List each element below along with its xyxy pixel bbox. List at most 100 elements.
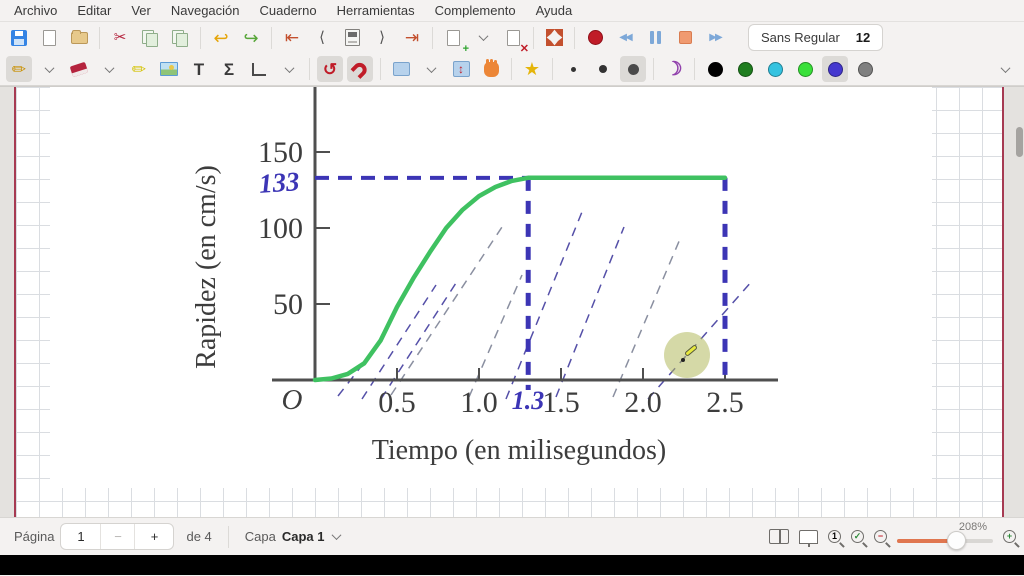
color-swatch-button-1[interactable] — [732, 56, 758, 82]
presentation-mode-button[interactable] — [799, 529, 818, 544]
paste-button[interactable] — [167, 25, 193, 51]
star-pen-icon: ★ — [523, 59, 541, 79]
menu-item-archivo[interactable]: Archivo — [14, 3, 58, 18]
next-page-button[interactable]: ⟩ — [369, 25, 395, 51]
statusbar-separator — [227, 525, 229, 548]
new-document-button[interactable] — [36, 25, 62, 51]
insert-image-button[interactable] — [156, 56, 182, 82]
zoom-original-button[interactable]: 1 — [828, 530, 841, 543]
text-tool-button[interactable]: T — [186, 56, 212, 82]
pause-button[interactable] — [642, 25, 668, 51]
font-name: Sans Regular — [761, 30, 840, 45]
snapping-button[interactable] — [347, 56, 373, 82]
add-page-button[interactable]: + — [440, 25, 469, 54]
first-page-icon: ⇤ — [284, 28, 300, 47]
forward-button[interactable]: ▶▶ — [702, 25, 728, 51]
menu-item-ver[interactable]: Ver — [131, 3, 151, 18]
dual-page-view-button[interactable] — [769, 529, 789, 544]
thickness-thick-button[interactable] — [620, 56, 646, 82]
delete-page-button[interactable]: ✕ — [500, 25, 529, 54]
menu-item-navegación[interactable]: Navegación — [170, 3, 240, 18]
menu-item-herramientas[interactable]: Herramientas — [336, 3, 415, 18]
redo-button[interactable]: ↪ — [238, 25, 264, 51]
pen-tool-button[interactable]: ✏ — [6, 56, 32, 82]
menu-item-complemento[interactable]: Complemento — [434, 3, 516, 18]
hand-tool-button[interactable] — [478, 56, 504, 82]
zoom-slider-thumb[interactable] — [946, 530, 966, 550]
color-swatch-button-2[interactable] — [762, 56, 788, 82]
image-icon — [160, 62, 178, 76]
color-swatch-icon — [737, 61, 753, 77]
last-page-button[interactable]: ⇥ — [399, 25, 425, 51]
menu-item-editar[interactable]: Editar — [77, 3, 112, 18]
paste-icon — [172, 29, 188, 47]
toolbar-separator — [533, 26, 534, 49]
menu-item-ayuda[interactable]: Ayuda — [535, 3, 573, 18]
zoom-slider[interactable]: 208% — [897, 520, 993, 550]
shape-recognizer-icon: ↺ — [322, 59, 338, 79]
color-swatch-button-4[interactable] — [822, 56, 848, 82]
previous-page-button[interactable]: ⟨ — [309, 25, 335, 51]
shape-recognizer-button[interactable]: ↺ — [317, 56, 343, 82]
menu-item-cuaderno[interactable]: Cuaderno — [259, 3, 317, 18]
copy-icon — [142, 29, 158, 47]
layer-value[interactable]: Capa 1 — [281, 529, 325, 544]
zoom-out-button[interactable]: − — [874, 530, 887, 543]
page-decrement-button[interactable]: − — [101, 524, 136, 549]
color-chooser-button[interactable]: ☽ — [661, 56, 687, 82]
cut-icon: ✂ — [113, 29, 127, 46]
svg-text:100: 100 — [258, 212, 303, 245]
select-rectangle-button[interactable] — [388, 56, 414, 82]
page-preview-button[interactable] — [339, 25, 365, 51]
select-options-dropdown[interactable] — [418, 56, 444, 82]
highlighter-tool-button[interactable]: ✏ — [126, 56, 152, 82]
zoom-fit-button[interactable]: ✓ — [851, 530, 864, 543]
default-tool-button[interactable]: ★ — [519, 56, 545, 82]
pen-cursor-icon — [684, 344, 698, 357]
zoom-percent-label: 208% — [958, 520, 987, 533]
color-swatch-button-3[interactable] — [792, 56, 818, 82]
stop-button[interactable] — [672, 25, 698, 51]
vertical-space-button[interactable]: ↕ — [448, 56, 474, 82]
page-number-value[interactable]: 1 — [61, 524, 102, 549]
math-tex-button[interactable]: Σ — [216, 56, 242, 82]
page-increment-button[interactable]: + — [150, 529, 159, 544]
pause-icon — [649, 31, 661, 44]
notebook-page[interactable]: 0.5 1.0 1.5 2.0 2.5 50 100 150 O Tiempo (en milis… — [14, 87, 1004, 517]
open-button[interactable] — [66, 25, 92, 51]
toolbar-overflow-dropdown[interactable] — [992, 56, 1018, 82]
color-swatch-icon — [707, 61, 723, 77]
chevron-down-icon — [104, 62, 114, 73]
undo-button[interactable]: ↩ — [208, 25, 234, 51]
pen-options-dropdown[interactable] — [36, 56, 62, 82]
record-audio-button[interactable] — [582, 25, 608, 51]
color-swatch-button-5[interactable] — [852, 56, 878, 82]
record-icon — [587, 30, 603, 45]
eraser-tool-button[interactable] — [66, 56, 92, 82]
eraser-options-dropdown[interactable] — [96, 56, 122, 82]
toolbar-separator — [552, 58, 553, 80]
copy-button[interactable] — [137, 25, 163, 51]
cut-button[interactable]: ✂ — [107, 25, 133, 51]
rewind-icon: ◀◀ — [619, 31, 632, 43]
canvas[interactable]: 0.5 1.0 1.5 2.0 2.5 50 100 150 O Tiempo (en milis… — [0, 86, 1024, 517]
color-swatch-button-0[interactable] — [702, 56, 728, 82]
first-page-button[interactable]: ⇤ — [279, 25, 305, 51]
page-spinner[interactable]: 1 − + — [60, 523, 175, 550]
font-selector[interactable]: Sans Regular 12 — [748, 24, 884, 51]
draw-shape-button[interactable] — [246, 56, 272, 82]
svg-text:133: 133 — [258, 166, 300, 199]
hand-icon — [483, 58, 499, 77]
thickness-fine-button[interactable] — [560, 56, 586, 82]
layer-dropdown-chevron[interactable] — [331, 530, 341, 541]
svg-text:2.0: 2.0 — [624, 386, 662, 419]
fullscreen-button[interactable] — [541, 25, 567, 51]
save-button[interactable] — [6, 25, 32, 51]
thickness-medium-button[interactable] — [590, 56, 616, 82]
svg-text:1.3: 1.3 — [512, 386, 545, 415]
zoom-in-button[interactable]: + — [1003, 530, 1016, 543]
vertical-scrollbar[interactable] — [1016, 127, 1023, 157]
rewind-button[interactable]: ◀◀ — [612, 25, 638, 51]
add-page-dropdown[interactable] — [470, 25, 496, 51]
shape-options-dropdown[interactable] — [276, 56, 302, 82]
